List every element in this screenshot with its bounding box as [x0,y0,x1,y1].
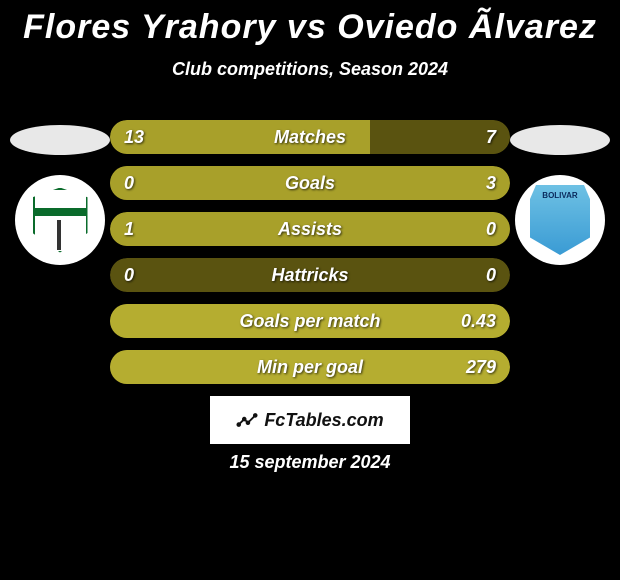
stat-label: Min per goal [110,350,510,384]
crest-left [10,125,110,265]
stat-label: Assists [110,212,510,246]
crest-right-badge [515,175,605,265]
subtitle: Club competitions, Season 2024 [0,59,620,80]
bolivar-shield-icon [530,185,590,255]
stat-label: Matches [110,120,510,154]
stat-row: 279Min per goal [110,350,510,384]
stat-row: 00Hattricks [110,258,510,292]
date-text: 15 september 2024 [0,452,620,473]
stat-label: Goals per match [110,304,510,338]
stat-row: 10Assists [110,212,510,246]
stat-label: Hattricks [110,258,510,292]
watermark: FcTables.com [210,396,410,444]
stat-row: 137Matches [110,120,510,154]
stat-bars: 137Matches 03Goals 10Assists 00Hattricks 0.4… [110,120,510,396]
chart-icon [236,409,258,431]
watermark-text: FcTables.com [264,410,383,431]
crest-left-badge [15,175,105,265]
crest-right [510,125,610,265]
crest-right-shadow [510,125,610,155]
oriente-petrolero-shield-icon [33,188,88,253]
crest-left-shadow [10,125,110,155]
stat-label: Goals [110,166,510,200]
stat-row: 03Goals [110,166,510,200]
page-title: Flores Yrahory vs Oviedo Ãlvarez [0,0,620,47]
stat-row: 0.43Goals per match [110,304,510,338]
